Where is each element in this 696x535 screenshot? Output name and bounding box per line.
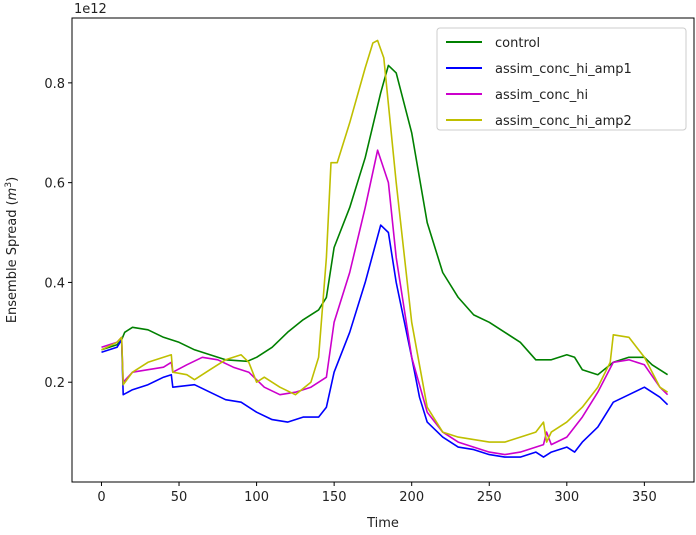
x-tick-label: 50 bbox=[171, 490, 188, 505]
y-tick-label: 0.4 bbox=[44, 276, 65, 291]
y-axis: 0.2 0.4 0.6 0.8 bbox=[44, 77, 72, 391]
y-tick-label: 0.8 bbox=[44, 77, 65, 92]
x-axis: 0 50 100 150 200 250 300 350 bbox=[97, 482, 657, 505]
legend: control assim_conc_hi_amp1 assim_conc_hias… bbox=[436, 27, 687, 131]
y-offset-label: 1e12 bbox=[74, 2, 107, 17]
x-tick-label: 200 bbox=[399, 490, 424, 505]
y-tick-label: 0.6 bbox=[44, 177, 65, 192]
legend-box bbox=[436, 27, 687, 131]
x-tick-label: 150 bbox=[322, 490, 347, 505]
legend-label: assim_conc_hi_amp2 bbox=[495, 114, 632, 129]
x-tick-label: 250 bbox=[477, 490, 502, 505]
x-axis-label: Time bbox=[366, 516, 399, 531]
series-line-assim_conc_hi bbox=[101, 149, 669, 456]
legend-label: assim_conc_hi_amp1 bbox=[495, 62, 632, 77]
y-axis-label: Ensemble Spread (m3) bbox=[4, 177, 20, 323]
x-tick-label: 100 bbox=[244, 490, 269, 505]
y-tick-label: 0.2 bbox=[44, 376, 65, 391]
legend-label: control bbox=[495, 36, 540, 51]
legend-label: assim_conc_hi bbox=[495, 88, 588, 103]
series-line-assim_conc_hi_amp2 bbox=[101, 39, 669, 443]
x-tick-label: 0 bbox=[97, 490, 105, 505]
series-lines bbox=[101, 39, 669, 458]
x-tick-label: 350 bbox=[632, 490, 657, 505]
x-tick-label: 300 bbox=[554, 490, 579, 505]
series-line-control bbox=[101, 64, 669, 376]
series-line-assim_conc_hi_amp1 bbox=[101, 224, 669, 458]
plot-frame bbox=[71, 17, 695, 483]
